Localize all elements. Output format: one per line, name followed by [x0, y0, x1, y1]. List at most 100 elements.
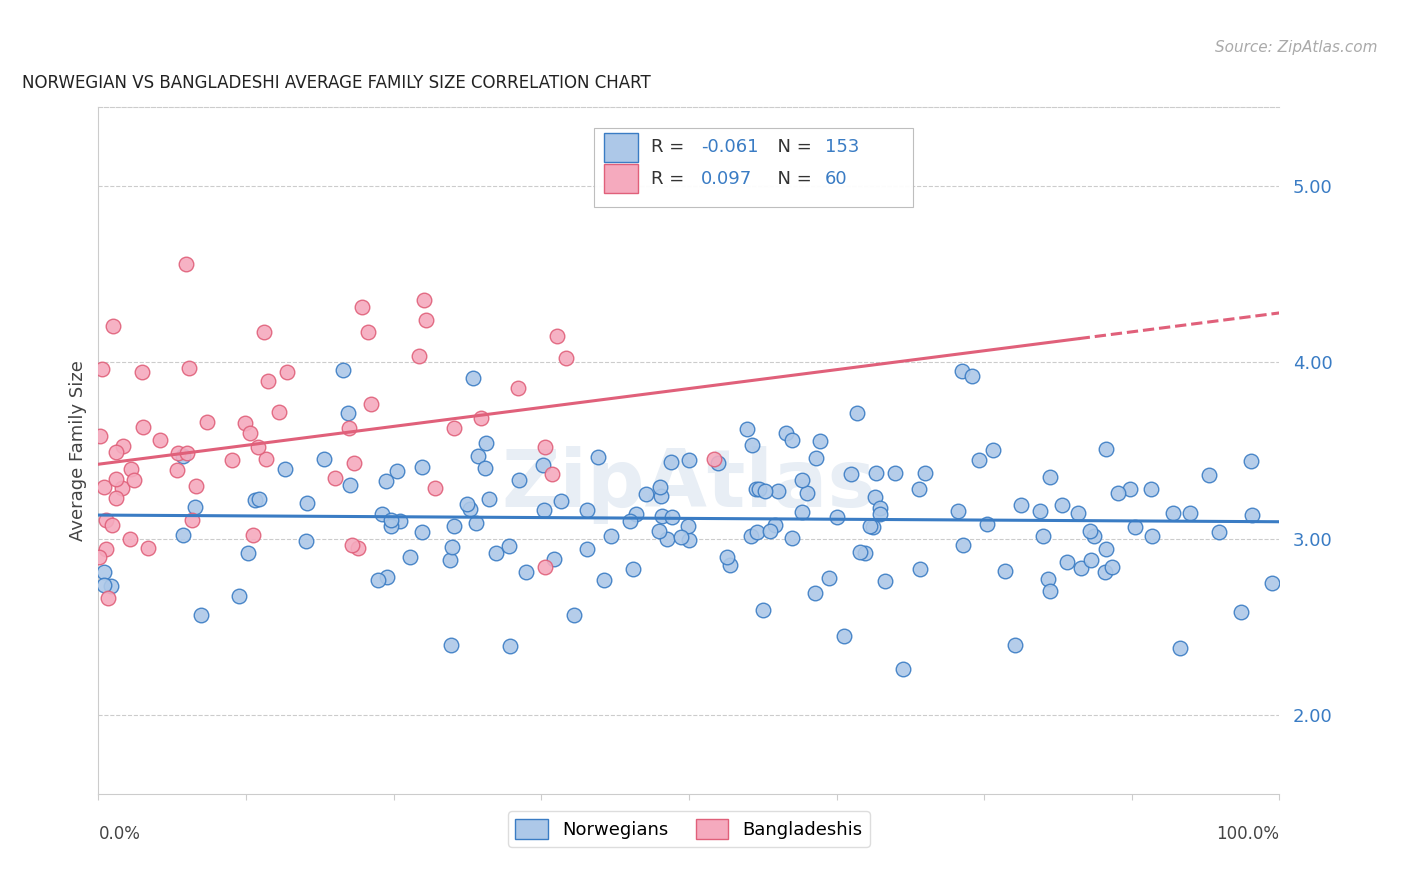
- Point: [740, 528, 762, 542]
- Point: [478, 491, 501, 506]
- Point: [967, 452, 990, 467]
- Point: [804, 585, 827, 599]
- Point: [1101, 560, 1123, 574]
- Point: [195, 416, 218, 430]
- Point: [443, 518, 465, 533]
- Point: [177, 360, 200, 375]
- Point: [768, 483, 790, 498]
- Point: [131, 365, 153, 379]
- Point: [775, 426, 797, 441]
- Point: [994, 564, 1017, 578]
- Point: [312, 452, 335, 467]
- Point: [626, 507, 648, 521]
- Text: N =: N =: [766, 170, 817, 188]
- Text: R =: R =: [651, 138, 690, 156]
- Point: [533, 440, 555, 454]
- Point: [1070, 560, 1092, 574]
- Point: [101, 319, 124, 334]
- Point: [460, 502, 482, 516]
- Point: [97, 591, 120, 605]
- Point: [592, 573, 614, 587]
- Point: [295, 534, 318, 549]
- Point: [120, 462, 142, 476]
- Point: [360, 397, 382, 411]
- Point: [367, 573, 389, 587]
- Point: [1140, 529, 1163, 543]
- Point: [94, 513, 117, 527]
- Point: [93, 480, 115, 494]
- Point: [804, 451, 827, 466]
- Point: [166, 463, 188, 477]
- Point: [1067, 506, 1090, 520]
- Text: N =: N =: [766, 138, 817, 156]
- Point: [181, 513, 204, 527]
- Point: [621, 562, 644, 576]
- Legend: Norwegians, Bangladeshis: Norwegians, Bangladeshis: [508, 812, 870, 847]
- Point: [411, 524, 433, 539]
- Point: [763, 518, 786, 533]
- Text: NORWEGIAN VS BANGLADESHI AVERAGE FAMILY SIZE CORRELATION CHART: NORWEGIAN VS BANGLADESHI AVERAGE FAMILY …: [21, 74, 651, 92]
- Point: [120, 532, 142, 546]
- Point: [534, 560, 557, 574]
- Point: [1094, 542, 1116, 557]
- Point: [337, 421, 360, 435]
- Point: [100, 579, 122, 593]
- Point: [413, 293, 436, 307]
- Point: [619, 514, 641, 528]
- Point: [336, 406, 359, 420]
- Point: [891, 662, 914, 676]
- Text: 100.0%: 100.0%: [1216, 825, 1279, 843]
- Point: [531, 458, 554, 472]
- Text: Source: ZipAtlas.com: Source: ZipAtlas.com: [1215, 40, 1378, 55]
- Point: [707, 456, 730, 470]
- Point: [357, 325, 380, 339]
- Point: [456, 497, 478, 511]
- Point: [131, 420, 153, 434]
- Point: [375, 570, 398, 584]
- Point: [439, 553, 461, 567]
- Point: [87, 549, 110, 564]
- Point: [93, 578, 115, 592]
- Point: [508, 473, 530, 487]
- Point: [242, 528, 264, 542]
- Point: [253, 326, 276, 340]
- Point: [104, 491, 127, 506]
- Point: [515, 566, 537, 580]
- Point: [411, 459, 433, 474]
- Point: [745, 524, 768, 539]
- Text: ZipAtlas: ZipAtlas: [502, 446, 876, 524]
- Point: [1094, 565, 1116, 579]
- FancyBboxPatch shape: [605, 164, 638, 193]
- Point: [276, 365, 298, 379]
- Point: [1123, 520, 1146, 534]
- Point: [546, 329, 568, 343]
- Text: 153: 153: [825, 138, 859, 156]
- Point: [543, 552, 565, 566]
- Point: [267, 405, 290, 419]
- Text: 0.097: 0.097: [700, 170, 752, 188]
- FancyBboxPatch shape: [595, 128, 914, 207]
- Point: [233, 416, 256, 430]
- Point: [1240, 508, 1263, 522]
- Point: [914, 466, 936, 480]
- Point: [238, 546, 260, 560]
- Point: [415, 312, 437, 326]
- Point: [752, 602, 775, 616]
- Point: [323, 471, 346, 485]
- Point: [1010, 498, 1032, 512]
- Point: [550, 494, 572, 508]
- Point: [790, 505, 813, 519]
- Point: [228, 589, 250, 603]
- Point: [661, 509, 683, 524]
- Point: [399, 550, 422, 565]
- Point: [247, 440, 270, 454]
- Point: [780, 531, 803, 545]
- Point: [744, 482, 766, 496]
- Point: [1095, 442, 1118, 456]
- Point: [655, 533, 678, 547]
- Point: [790, 474, 813, 488]
- Point: [94, 542, 117, 557]
- Point: [703, 452, 725, 467]
- Point: [716, 549, 738, 564]
- Text: -0.061: -0.061: [700, 138, 758, 156]
